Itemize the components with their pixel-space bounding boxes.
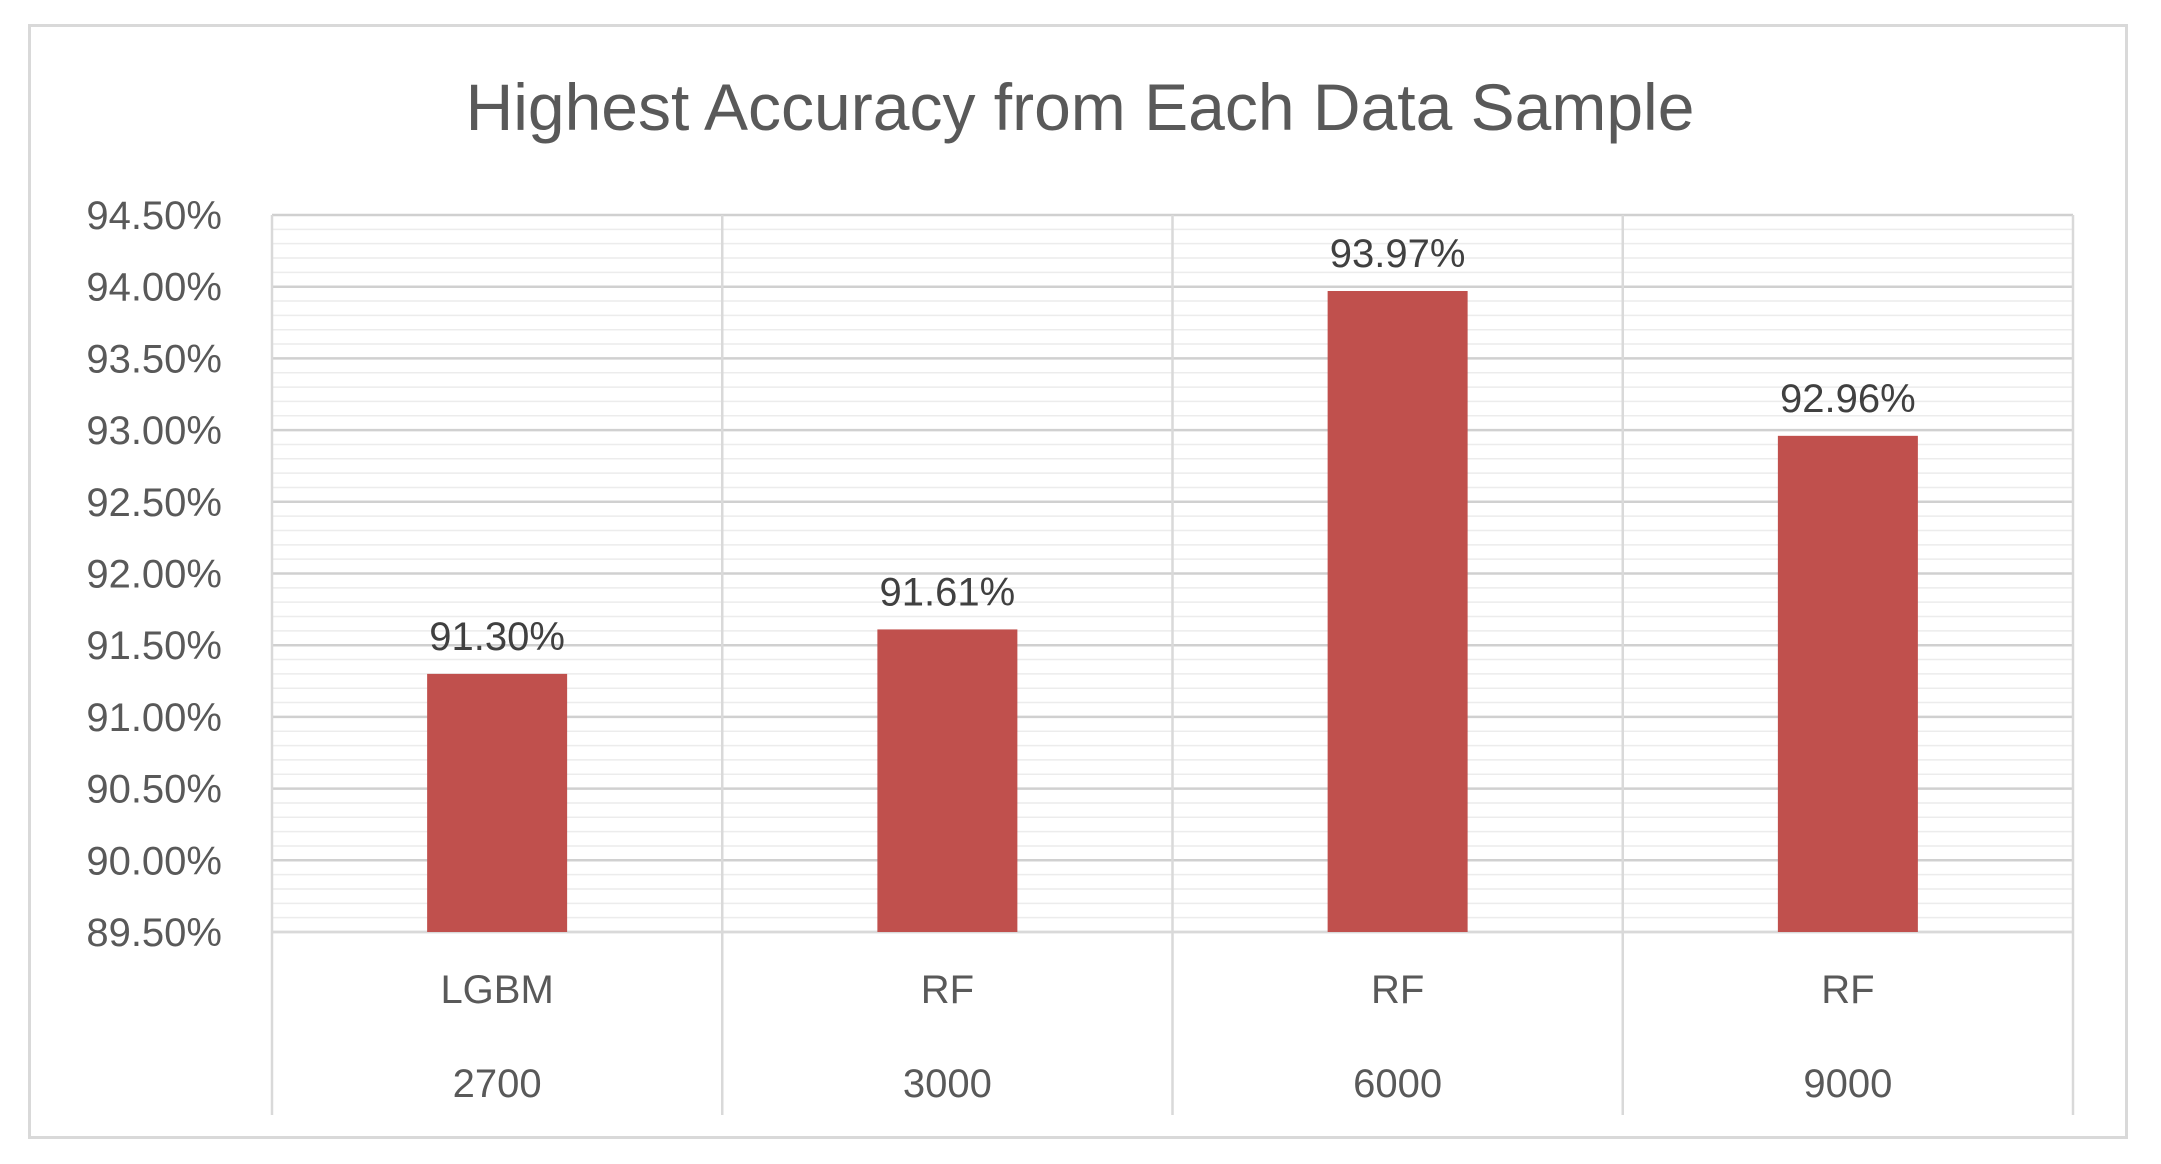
category-label-sample: 2700 [453,1062,542,1106]
data-label: 91.61% [880,570,1016,614]
y-tick-label: 94.00% [86,266,222,310]
y-tick-label: 93.00% [86,409,222,453]
category-label-model: RF [1821,968,1874,1012]
y-tick-label: 92.50% [86,481,222,525]
chart-title: Highest Accuracy from Each Data Sample [466,70,1695,144]
bar [1777,435,1918,932]
y-tick-label: 89.50% [86,911,222,955]
bars [427,291,1918,932]
data-label: 93.97% [1330,232,1466,276]
category-label-model: RF [921,968,974,1012]
data-label: 92.96% [1780,377,1916,421]
data-label: 91.30% [429,615,565,659]
y-axis-tick-labels: 89.50% 90.00% 90.50% 91.00% 91.50% 92.00% 92.5… [86,194,222,955]
y-tick-label: 90.00% [86,839,222,883]
y-tick-label: 90.50% [86,768,222,812]
grid-lines [270,213,2075,1115]
y-tick-label: 91.00% [86,696,222,740]
y-tick-label: 91.50% [86,624,222,668]
category-label-sample: 6000 [1353,1062,1442,1106]
bar [1327,291,1468,932]
category-label-model: LGBM [440,968,553,1012]
y-tick-label: 92.00% [86,553,222,597]
category-label-sample: 3000 [903,1062,992,1106]
y-tick-label: 93.50% [86,337,222,381]
data-labels: 91.30% 91.61% 93.97% 92.96% [429,232,1915,659]
category-label-model: RF [1371,968,1424,1012]
category-labels: LGBM 2700 RF 3000 RF 6000 RF 9000 [440,968,1892,1106]
bar [877,629,1018,932]
category-label-sample: 9000 [1803,1062,1892,1106]
bar [427,673,568,932]
y-tick-label: 94.50% [86,194,222,238]
